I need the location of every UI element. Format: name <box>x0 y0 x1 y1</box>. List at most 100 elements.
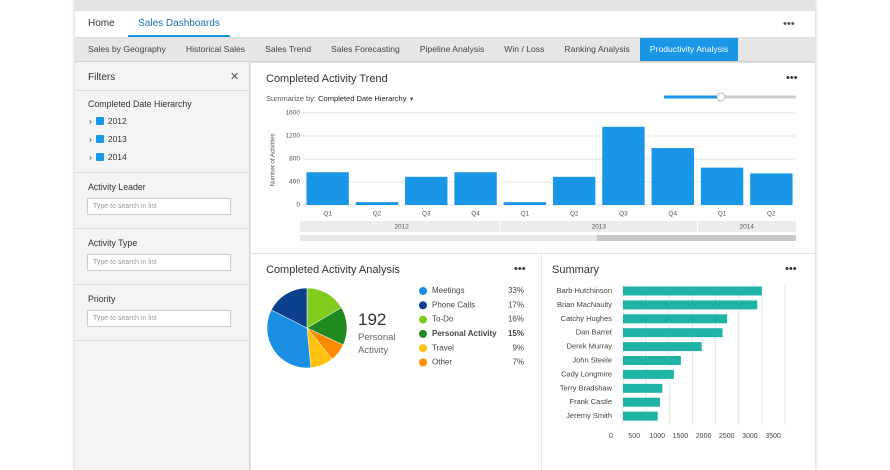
x-tick-label: Q4 <box>668 211 677 218</box>
checkbox-label: 2013 <box>107 134 127 144</box>
filter-section-title: Priority <box>88 294 116 304</box>
sub-tab[interactable]: Historical Sales <box>185 44 246 54</box>
legend-label: Personal Activity <box>432 329 497 338</box>
x-tick-label: Q1 <box>521 211 530 218</box>
sub-tab[interactable]: Sales by Geography <box>88 44 166 54</box>
x-tick-label: Q3 <box>619 211 628 218</box>
y-tick-label: John Steele <box>572 355 612 364</box>
close-button[interactable]: ✕ <box>230 71 240 83</box>
summarize-label: Summarize by: <box>266 94 317 103</box>
search-input[interactable]: Type to search in list <box>87 310 231 327</box>
separator <box>75 284 249 285</box>
x-tick-label: 1000 <box>649 433 665 440</box>
x-tick-label: 2500 <box>719 433 735 440</box>
y-tick-label: 1600 <box>286 110 301 117</box>
panel-title: Summary <box>552 264 600 276</box>
separator <box>75 228 249 229</box>
bar <box>700 167 744 205</box>
legend-label: Other <box>432 358 452 367</box>
group-label: 2013 <box>592 224 607 231</box>
legend-label: Phone Calls <box>432 300 475 309</box>
legend-swatch <box>419 287 427 295</box>
x-tick-label: Q3 <box>422 211 431 218</box>
sub-tab[interactable]: Sales Trend <box>265 44 311 54</box>
legend-swatch <box>419 301 427 310</box>
x-tick-label: Q1 <box>323 211 332 218</box>
sub-tab[interactable]: Pipeline Analysis <box>419 44 485 54</box>
search-input[interactable]: Type to search in list <box>87 198 231 215</box>
x-tick-label: Q2 <box>767 211 776 218</box>
nav-tab[interactable]: Sales Dashboards <box>128 11 230 37</box>
bar <box>552 176 596 205</box>
checkbox-item[interactable]: › 2013 <box>89 134 127 144</box>
nav-tab[interactable]: Home <box>88 18 115 29</box>
value-label: 33% <box>508 286 524 295</box>
legend-label: To-Do <box>432 315 454 324</box>
bar <box>623 397 661 407</box>
bar <box>454 172 497 205</box>
x-tick-label: 1500 <box>673 433 689 440</box>
more-button[interactable]: ••• <box>514 263 526 275</box>
legend-swatch <box>419 329 427 338</box>
y-tick-label: Frank Castle <box>569 397 612 406</box>
y-tick-label: 400 <box>289 179 300 186</box>
center-label: Personal Activity <box>358 332 396 356</box>
filter-section-title: Activity Type <box>88 238 138 248</box>
more-button[interactable]: ••• <box>785 263 797 275</box>
bar <box>651 148 694 205</box>
x-tick-label: 500 <box>628 433 640 440</box>
x-tick-label: 0 <box>609 433 613 440</box>
search-input[interactable]: Type to search in list <box>87 254 231 271</box>
group-axis <box>300 221 796 232</box>
bar <box>623 342 702 352</box>
value-label: 7% <box>512 358 524 367</box>
bar <box>623 411 658 421</box>
y-tick-label: Catchy Hughes <box>561 314 613 323</box>
pie-slice <box>270 287 308 329</box>
scrollbar-thumb[interactable] <box>597 235 796 241</box>
legend-swatch <box>419 315 427 324</box>
y-tick-label: Cady Longmire <box>561 369 612 378</box>
y-tick-label: 0 <box>296 202 300 209</box>
y-tick-label: Derek Murray <box>567 342 613 351</box>
bar <box>623 286 762 296</box>
filter-title: Filters <box>88 72 116 83</box>
separator <box>75 172 249 173</box>
x-tick-label: 3500 <box>765 433 781 440</box>
y-axis-label: Number of Activities <box>271 133 277 186</box>
bar <box>503 202 547 205</box>
more-button[interactable]: ••• <box>786 72 798 84</box>
scrollbar <box>300 235 796 241</box>
more-button[interactable]: ••• <box>783 18 795 30</box>
summarize-by: Summarize by: Completed Date Hierarchy ▼ <box>266 94 415 103</box>
separator <box>75 90 249 91</box>
bar <box>623 328 723 338</box>
x-tick-label: Q4 <box>471 211 480 218</box>
x-tick-label: Q2 <box>373 211 382 218</box>
checkbox-label: 2012 <box>107 116 127 126</box>
slider-knob[interactable] <box>716 92 726 102</box>
filter-section-title: Activity Leader <box>88 182 146 192</box>
bar <box>750 173 793 205</box>
panel-title: Completed Activity Trend <box>266 73 388 85</box>
sub-tab[interactable]: Productivity Analysis <box>639 38 739 61</box>
checkbox-item[interactable]: › 2014 <box>89 152 127 162</box>
y-tick-label: Barb Hutchinson <box>557 286 612 295</box>
checkbox-item[interactable]: › 2012 <box>89 116 127 126</box>
bar <box>623 314 728 324</box>
sub-tab[interactable]: Ranking Analysis <box>564 44 630 54</box>
bar <box>623 356 681 365</box>
value-label: 15% <box>508 329 524 338</box>
value-label: 9% <box>512 343 524 352</box>
bar <box>623 383 663 393</box>
legend-label: Meetings <box>432 286 464 295</box>
y-tick-label: Dan Barret <box>576 328 613 337</box>
x-tick-label: Q1 <box>718 211 727 218</box>
group-label: 2014 <box>739 224 754 231</box>
sub-tab[interactable]: Win / Loss <box>504 44 545 54</box>
value-label: 16% <box>508 315 524 324</box>
summarize-dropdown[interactable]: Completed Date Hierarchy <box>318 94 407 103</box>
bar <box>405 176 448 205</box>
sub-tab[interactable]: Sales Forecasting <box>330 44 400 54</box>
